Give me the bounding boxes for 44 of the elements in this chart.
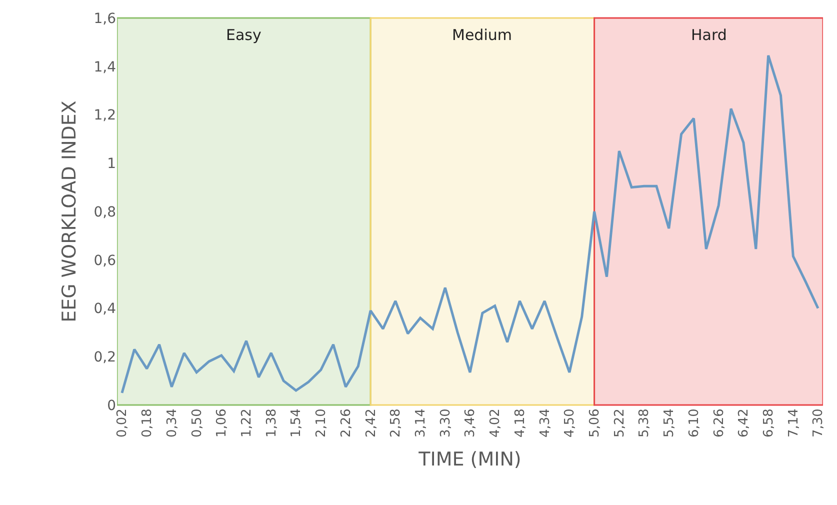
y-tick-label: 0,2 [94,350,116,366]
y-tick-label: 1,4 [94,59,116,76]
x-tick-label: 1,54 [289,408,304,438]
x-tick-label: 3,14 [414,408,429,438]
x-tick-label: 4,50 [562,408,578,438]
x-tick-label: 6,58 [762,408,777,438]
y-tick-label: 0,8 [94,204,116,220]
y-tick-label: 1 [107,156,116,172]
line-series [120,54,820,394]
x-tick-label: 0,50 [190,408,205,438]
x-tick-label: 3,30 [438,408,454,438]
x-tick-label: 2,42 [364,408,379,438]
y-tick-label: 0,4 [94,301,116,318]
x-tick-label: 1,22 [239,408,254,438]
x-tick-label: 7,14 [786,408,802,438]
y-tick-label: 1,6 [94,10,116,27]
x-tick-label: 1,06 [214,408,230,438]
y-tick-label: 0 [107,398,116,414]
x-tick-label: 4,34 [538,408,553,438]
band-label: Hard [691,26,727,44]
y-tick-label: 1,2 [94,108,116,124]
x-tick-label: 6,42 [736,408,752,438]
x-tick-label: 3,46 [463,408,478,438]
x-axis-title: TIME (MIN) [418,448,522,470]
x-tick-label: 4,18 [512,408,528,438]
x-tick-label: 0,02 [115,408,130,438]
x-tick-label: 0,34 [164,408,180,438]
x-tick-label: 1,38 [264,408,280,438]
x-tick-label: 4,02 [488,408,504,438]
x-tick-label: 5,54 [662,408,678,438]
x-tick-label: 5,38 [637,408,652,438]
x-tick-label: 2,10 [314,408,330,438]
x-tick-label: 7,30 [811,408,826,438]
y-tick-label: 0,6 [94,252,116,269]
x-tick-label: 2,58 [388,408,404,438]
x-tick-label: 0,18 [140,408,156,438]
x-tick-label: 5,22 [612,408,628,438]
y-axis-title: EEG WORKLOAD INDEX [58,100,81,322]
x-tick-label: 6,10 [686,408,702,438]
band-label: Medium [452,26,512,44]
x-tick-label: 6,26 [712,408,727,438]
x-tick-label: 2,26 [338,408,354,438]
x-tick-label: 5,06 [588,408,603,438]
band-label: Easy [226,26,262,44]
